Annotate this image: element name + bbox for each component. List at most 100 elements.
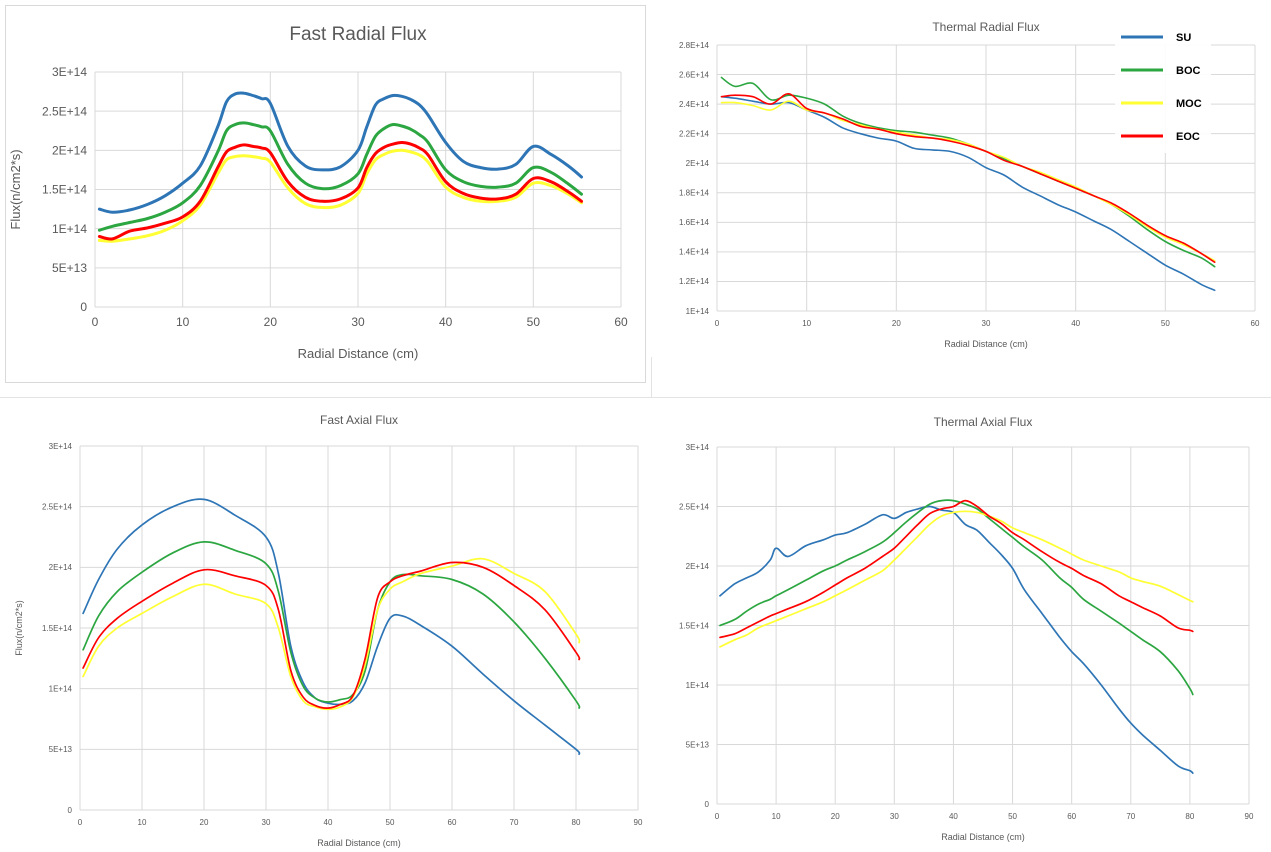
y-tick-label: 2.5E+14 xyxy=(679,502,710,511)
x-tick-label: 10 xyxy=(802,319,811,328)
y-tick-label: 1.8E+14 xyxy=(679,189,710,198)
series-line-4 xyxy=(719,499,1194,639)
chart-thermal-radial-flux: 1E+14 1.2E+14 1.4E+14 1.6E+14 1.8E+14 2E+14 2.… xyxy=(651,5,1271,357)
series-line-2 xyxy=(97,121,583,232)
y-tick-label: 2.5E+14 xyxy=(42,502,73,511)
y-tick-label: 3E+14 xyxy=(49,442,73,451)
x-tick-label: 0 xyxy=(715,319,720,328)
y-tick-label: 3E+14 xyxy=(52,65,87,79)
y-tick-label: 2.8E+14 xyxy=(679,41,710,50)
x-axis-label: Radial Distance (cm) xyxy=(317,838,401,848)
y-tick-label: 1E+14 xyxy=(686,681,710,690)
series-line-1 xyxy=(82,498,581,756)
y-tick-label: 2E+14 xyxy=(49,563,73,572)
y-tick-label: 1.5E+14 xyxy=(679,621,710,630)
x-tick-label: 50 xyxy=(527,315,541,329)
x-tick-label: 40 xyxy=(324,818,333,827)
x-tick-label: 20 xyxy=(892,319,901,328)
series-line-4 xyxy=(82,561,581,709)
chart-title: Thermal Axial Flux xyxy=(934,415,1033,429)
x-tick-label: 50 xyxy=(386,818,395,827)
chart-title: Thermal Radial Flux xyxy=(932,20,1039,34)
y-tick-label: 1.2E+14 xyxy=(679,277,710,286)
x-tick-label: 70 xyxy=(510,818,519,827)
y-tick-label: 1E+14 xyxy=(49,684,73,693)
y-tick-label: 2.2E+14 xyxy=(679,129,710,138)
y-tick-label: 2.6E+14 xyxy=(679,70,710,79)
x-tick-label: 60 xyxy=(448,818,457,827)
legend-box xyxy=(1115,19,1211,153)
chart-thermal-axial-flux: 0 5E+13 1E+14 1.5E+14 2E+14 2.5E+14 3E+14 0 10 20… xyxy=(660,400,1271,852)
x-tick-label: 10 xyxy=(176,315,190,329)
chart-fast-axial-flux: 0 5E+13 1E+14 1.5E+14 2E+14 2.5E+14 3E+14 0 10 20… xyxy=(0,400,660,852)
chart-fast-axial-flux-svg: 0 5E+13 1E+14 1.5E+14 2E+14 2.5E+14 3E+14 0 10 20… xyxy=(14,413,643,848)
y-tick-label: 1E+14 xyxy=(52,222,87,236)
x-tick-label: 30 xyxy=(351,315,365,329)
series-line-4 xyxy=(97,141,583,241)
x-tick-label: 20 xyxy=(831,812,840,821)
series-line-3 xyxy=(720,100,1216,262)
series-line-4 xyxy=(720,93,1216,263)
x-tick-label: 40 xyxy=(949,812,958,821)
y-tick-label: 2E+14 xyxy=(686,562,710,571)
legend: SU BOC MOC EOC xyxy=(1115,19,1211,153)
series-line-1 xyxy=(719,505,1194,774)
series-line-3 xyxy=(97,148,583,243)
x-axis-label: Radial Distance (cm) xyxy=(298,346,419,361)
y-tick-label: 1E+14 xyxy=(686,307,710,316)
x-tick-label: 50 xyxy=(1008,812,1017,821)
y-tick-label: 2.5E+14 xyxy=(42,104,87,118)
chart-fast-radial-flux: 0 5E+13 1E+14 1.5E+14 2E+14 2.5E+14 3E+14 0 10 20… xyxy=(5,5,646,383)
legend-label: BOC xyxy=(1176,65,1201,77)
x-tick-label: 60 xyxy=(1067,812,1076,821)
x-tick-label: 20 xyxy=(200,818,209,827)
x-axis-label: Radial Distance (cm) xyxy=(941,832,1025,842)
x-tick-label: 30 xyxy=(890,812,899,821)
x-tick-label: 40 xyxy=(1071,319,1080,328)
y-tick-label: 5E+13 xyxy=(49,745,73,754)
chart-thermal-axial-flux-svg: 0 5E+13 1E+14 1.5E+14 2E+14 2.5E+14 3E+14 0 10 20… xyxy=(679,415,1254,842)
series-line-2 xyxy=(82,541,581,709)
x-tick-label: 50 xyxy=(1161,319,1170,328)
x-tick-label: 60 xyxy=(1251,319,1260,328)
x-tick-label: 90 xyxy=(1245,812,1254,821)
x-tick-label: 90 xyxy=(634,818,643,827)
series-line-1 xyxy=(97,91,583,214)
y-tick-label: 0 xyxy=(80,300,87,314)
chart-fast-radial-flux-svg: 0 5E+13 1E+14 1.5E+14 2E+14 2.5E+14 3E+14 0 10 20… xyxy=(8,24,628,361)
y-axis-label: Flux(n/cm2*s) xyxy=(8,149,23,229)
x-tick-label: 10 xyxy=(772,812,781,821)
legend-label: EOC xyxy=(1176,131,1200,143)
y-tick-label: 5E+13 xyxy=(686,740,710,749)
legend-label: SU xyxy=(1176,32,1191,44)
y-tick-label: 1.4E+14 xyxy=(679,248,710,257)
x-tick-label: 20 xyxy=(264,315,278,329)
x-tick-label: 80 xyxy=(572,818,581,827)
x-tick-label: 30 xyxy=(262,818,271,827)
x-tick-label: 80 xyxy=(1185,812,1194,821)
x-tick-label: 40 xyxy=(439,315,453,329)
series-line-2 xyxy=(719,499,1194,696)
y-tick-label: 5E+13 xyxy=(52,261,87,275)
y-tick-label: 1.5E+14 xyxy=(42,624,73,633)
y-tick-label: 1.6E+14 xyxy=(679,218,710,227)
y-tick-label: 0 xyxy=(705,800,710,809)
y-tick-label: 2E+14 xyxy=(686,159,710,168)
x-tick-label: 0 xyxy=(78,818,83,827)
x-tick-label: 10 xyxy=(138,818,147,827)
y-tick-label: 3E+14 xyxy=(686,443,710,452)
y-axis-label: Flux(n/cm2*s) xyxy=(14,600,24,656)
y-tick-label: 0 xyxy=(68,806,73,815)
separator-vertical xyxy=(651,357,652,397)
chart-title: Fast Axial Flux xyxy=(320,413,398,427)
chart-title: Fast Radial Flux xyxy=(289,24,427,45)
x-tick-label: 70 xyxy=(1126,812,1135,821)
y-tick-label: 2E+14 xyxy=(52,144,87,158)
y-tick-label: 1.5E+14 xyxy=(42,183,87,197)
legend-label: MOC xyxy=(1176,98,1202,110)
x-axis-label: Radial Distance (cm) xyxy=(944,339,1028,349)
separator-horizontal xyxy=(0,397,1271,398)
chart-thermal-radial-flux-svg: 1E+14 1.2E+14 1.4E+14 1.6E+14 1.8E+14 2E+14 2.… xyxy=(679,19,1260,349)
x-tick-label: 0 xyxy=(92,315,99,329)
x-tick-label: 0 xyxy=(715,812,720,821)
